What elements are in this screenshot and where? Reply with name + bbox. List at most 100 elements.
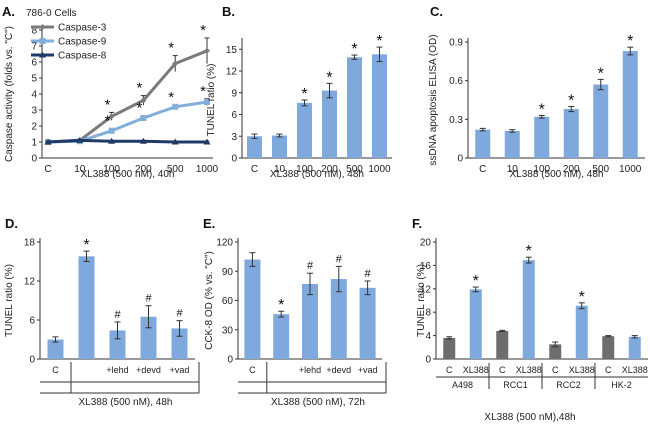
y-axis-label: CCK-8 OD (% vs. "C") <box>204 251 215 350</box>
series-line-caspase-8 <box>47 138 207 144</box>
bar <box>549 344 562 359</box>
y-tick-label: 0 <box>227 355 233 366</box>
data-point <box>108 127 115 134</box>
significance-mark: * <box>200 22 206 39</box>
x-tick-label: C <box>479 164 486 175</box>
y-tick-label: 0.9 <box>449 38 463 49</box>
x-tick-label: 200 <box>135 164 152 175</box>
x-tick-label: +devd <box>136 365 161 375</box>
bar <box>628 336 641 359</box>
reversal-mark: # <box>307 260 314 272</box>
data-point <box>204 47 210 54</box>
x-tick-label: 500 <box>167 164 184 175</box>
x-tick-label: C <box>446 365 453 375</box>
significance-mark: * <box>105 96 111 113</box>
data-point <box>172 60 179 67</box>
bar <box>47 339 64 359</box>
y-tick-label: 0.6 <box>449 76 463 87</box>
reversal-mark: # <box>114 309 121 321</box>
y-tick-label: 16 <box>420 261 432 272</box>
legend-label: Caspase-3 <box>58 23 107 34</box>
x-tick-label: 10 <box>507 164 519 175</box>
bar <box>496 330 509 359</box>
significance-mark: * <box>136 100 142 117</box>
data-point <box>172 103 179 110</box>
y-tick-label: 12 <box>420 284 432 295</box>
data-point <box>44 138 52 145</box>
significance-mark: * <box>326 69 332 86</box>
y-tick-label: 0 <box>425 355 431 366</box>
bar <box>469 289 482 359</box>
group-label: RCC1 <box>503 380 528 390</box>
x-tick-label: 1000 <box>619 164 642 175</box>
y-tick-label: 0 <box>231 154 237 165</box>
y-tick-label: 60 <box>222 296 234 307</box>
chart-subtitle: 786-0 Cells <box>26 8 77 19</box>
y-tick-label: 90 <box>222 267 234 278</box>
y-tick-label: 12 <box>226 67 238 78</box>
significance-mark: * <box>539 101 545 118</box>
legend: Caspase-3 Caspase-9 Caspase-8 <box>31 23 107 62</box>
reversal-mark: # <box>365 268 372 280</box>
bar <box>347 57 362 158</box>
x-axis-label: XL388 (500 nM),48h <box>484 412 575 423</box>
significance-mark: * <box>168 89 174 106</box>
y-tick-label: 0 <box>31 154 37 165</box>
x-tick-label: 1000 <box>196 164 219 175</box>
x-tick-label: 200 <box>321 164 338 175</box>
bar <box>593 84 609 158</box>
group-label: RCC2 <box>556 380 581 390</box>
data-point <box>203 138 211 145</box>
y-tick-label: 3 <box>31 106 37 117</box>
bar <box>247 136 262 158</box>
x-tick-label: C <box>499 365 506 375</box>
y-tick-label: 2 <box>31 122 37 133</box>
chart-c: C. 0 0.3 0.6 0.9 ssDNA apoptosis ELISA (OD) C 1… <box>428 4 645 180</box>
data-point <box>108 137 116 144</box>
panel-label: B. <box>222 4 235 19</box>
y-tick-label: 20 <box>420 238 432 249</box>
x-tick-label: C <box>249 365 256 375</box>
y-tick-label: 120 <box>216 238 233 249</box>
significance-mark: * <box>627 33 633 50</box>
reversal-mark: # <box>145 293 152 305</box>
y-tick-label: 18 <box>24 238 36 249</box>
bar <box>602 336 615 359</box>
x-tick-label: 500 <box>592 164 609 175</box>
y-tick-label: 12 <box>24 277 36 288</box>
group-label: A498 <box>452 380 473 390</box>
legend-marker <box>39 38 46 44</box>
y-tick-label: 7 <box>31 42 37 53</box>
y-tick-label: 8 <box>31 26 37 37</box>
x-tick-label: 1000 <box>368 164 391 175</box>
bar <box>330 279 347 359</box>
bar <box>372 54 387 159</box>
significance-mark: * <box>526 243 532 260</box>
x-tick-label: +vad <box>358 365 378 375</box>
significance-mark: * <box>105 112 111 129</box>
significance-mark: * <box>168 40 174 57</box>
y-tick-label: 6 <box>231 110 237 121</box>
x-tick-label: XL388 <box>569 365 595 375</box>
x-axis-label: XL388 (500 nM), 40h <box>81 169 175 180</box>
y-tick-label: 15 <box>226 45 238 56</box>
y-tick-label: 6 <box>31 58 37 69</box>
bar <box>273 314 290 359</box>
significance-mark: * <box>200 83 206 100</box>
x-tick-label: +lehd <box>106 365 128 375</box>
chart-f: F. 0 4 8 12 16 20 TUNEL ratio (%) C * XL388 C * XL388… <box>412 216 648 423</box>
bar <box>622 51 638 159</box>
bar <box>504 130 520 158</box>
y-tick-label: 3 <box>231 132 237 143</box>
bar <box>297 102 312 158</box>
significance-mark: * <box>568 92 574 109</box>
chart-b: B. 0 3 6 9 12 15 TUNEL ratio (%) C 10 * 100 * 200 * 500… <box>206 4 392 180</box>
x-tick-label: 100 <box>103 164 120 175</box>
bar <box>302 283 318 359</box>
significance-mark: * <box>136 80 142 97</box>
data-point <box>140 97 147 104</box>
x-tick-label: 100 <box>296 164 313 175</box>
significance-mark: * <box>278 297 284 314</box>
data-point <box>108 113 115 120</box>
x-tick-label: XL388 <box>463 365 489 375</box>
